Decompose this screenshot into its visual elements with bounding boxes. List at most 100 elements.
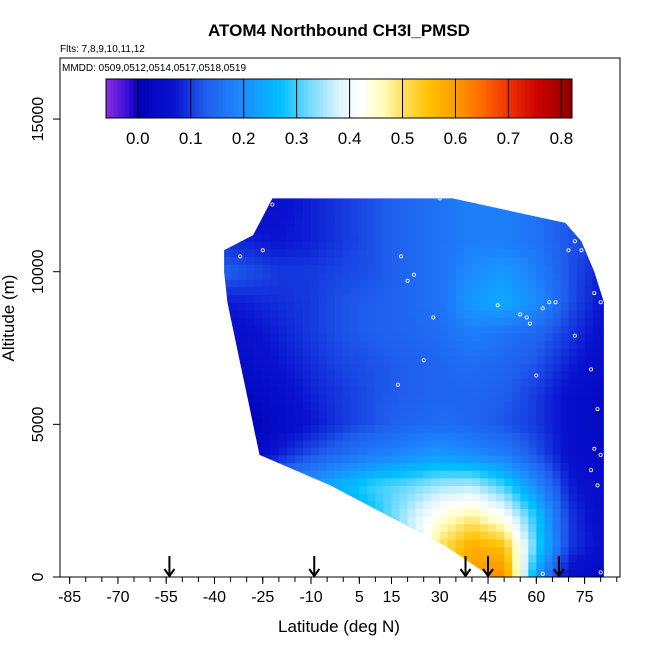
heatmap-cell [311, 393, 320, 403]
heatmap-cell [238, 485, 248, 494]
heatmap-cell [270, 363, 280, 372]
colorbar-segment [459, 79, 464, 118]
heatmap-cell [471, 271, 481, 280]
heatmap-cell [488, 500, 497, 509]
heatmap-cell [528, 225, 537, 235]
heatmap-cell [480, 233, 489, 242]
heatmap-cell [391, 485, 401, 494]
heatmap-cell [592, 538, 602, 548]
heatmap-cell [319, 203, 328, 212]
heatmap-cell [391, 271, 401, 280]
heatmap-cell [254, 477, 264, 487]
heatmap-cell [311, 538, 320, 548]
heatmap-cell [600, 538, 604, 548]
heatmap-cell [359, 416, 368, 425]
heatmap-cell [302, 241, 312, 250]
heatmap-cell [254, 386, 264, 395]
heatmap-cell [278, 198, 288, 204]
heatmap-cell [455, 302, 465, 311]
colorbar-frame [105, 78, 573, 119]
heatmap-cell [584, 286, 594, 296]
heatmap-cell [536, 508, 545, 517]
heatmap-cell [262, 500, 272, 509]
heatmap-cell [327, 538, 336, 548]
heatmap-cell [367, 462, 377, 471]
heatmap-cell [278, 485, 288, 494]
heatmap-cell [294, 546, 304, 555]
heatmap-cell [552, 409, 562, 418]
heatmap-cell [335, 561, 344, 570]
heatmap-cell [592, 439, 602, 448]
heatmap-cell [504, 355, 513, 364]
heatmap-cell [488, 198, 497, 204]
heatmap-cell [544, 332, 554, 341]
heatmap-cell [367, 203, 377, 212]
sample-point [585, 248, 590, 253]
heatmap-cell [359, 233, 368, 242]
heatmap-cell [262, 233, 272, 242]
heatmap-cell [367, 454, 377, 464]
heatmap-cell [439, 424, 449, 433]
heatmap-cell [520, 546, 529, 555]
heatmap-cell [552, 477, 562, 487]
heatmap-cell [431, 523, 441, 532]
heatmap-cell [367, 477, 377, 487]
heatmap-cell [383, 241, 393, 250]
heatmap-cell [488, 538, 497, 548]
heatmap-cell [383, 225, 393, 235]
heatmap-cell [447, 416, 457, 425]
heatmap-cell [488, 431, 497, 441]
heatmap-cell [246, 378, 256, 387]
heatmap-cell [496, 210, 505, 219]
heatmap-cell [399, 256, 409, 265]
heatmap-cell [576, 531, 586, 540]
heatmap-cell [447, 302, 457, 311]
heatmap-cell [407, 554, 417, 563]
heatmap-cell [270, 294, 280, 303]
heatmap-cell [576, 225, 586, 235]
heatmap-cell [246, 264, 256, 273]
heatmap-cell [455, 218, 465, 227]
heatmap-cell [343, 188, 352, 196]
heatmap-cell [496, 370, 505, 380]
heatmap-cell [391, 241, 401, 250]
heatmap-cell [294, 493, 304, 502]
colorbar-segment [381, 79, 387, 118]
heatmap-cell [447, 493, 457, 502]
heatmap-cell [584, 393, 594, 403]
heatmap-cell [455, 348, 465, 357]
heatmap-cell [359, 198, 368, 204]
heatmap-cell [423, 409, 433, 418]
heatmap-cell [311, 416, 320, 425]
colorbar-segment [140, 79, 146, 118]
heatmap-cell [536, 493, 545, 502]
heatmap-cell [480, 439, 489, 448]
heatmap-cell [399, 485, 409, 494]
heatmap-cell [254, 264, 264, 273]
heatmap-cell [214, 195, 223, 203]
sample-point [553, 300, 558, 305]
heatmap-cell [286, 454, 296, 464]
heatmap-cell [351, 378, 360, 387]
heatmap-cell [463, 210, 473, 219]
heatmap-cell [327, 286, 336, 296]
heatmap-cell [294, 286, 304, 296]
heatmap-cell [335, 531, 344, 540]
heatmap-cell [480, 546, 489, 555]
sample-point [589, 367, 594, 372]
sample-points-layer [218, 196, 603, 576]
heatmap-cell [552, 210, 562, 219]
heatmap-cell [455, 198, 465, 204]
heatmap-cell [520, 233, 529, 242]
heatmap-cell [262, 332, 272, 341]
heatmap-cell [254, 523, 264, 532]
heatmap-cell [367, 256, 377, 265]
heatmap-cell [367, 515, 377, 525]
heatmap-cell [270, 554, 280, 563]
heatmap-cell [391, 424, 401, 433]
heatmap-cell [278, 508, 288, 517]
heatmap-cell [311, 264, 320, 273]
heatmap-cell [536, 302, 545, 311]
heatmap-cell [359, 485, 368, 494]
heatmap-cell [343, 554, 352, 563]
